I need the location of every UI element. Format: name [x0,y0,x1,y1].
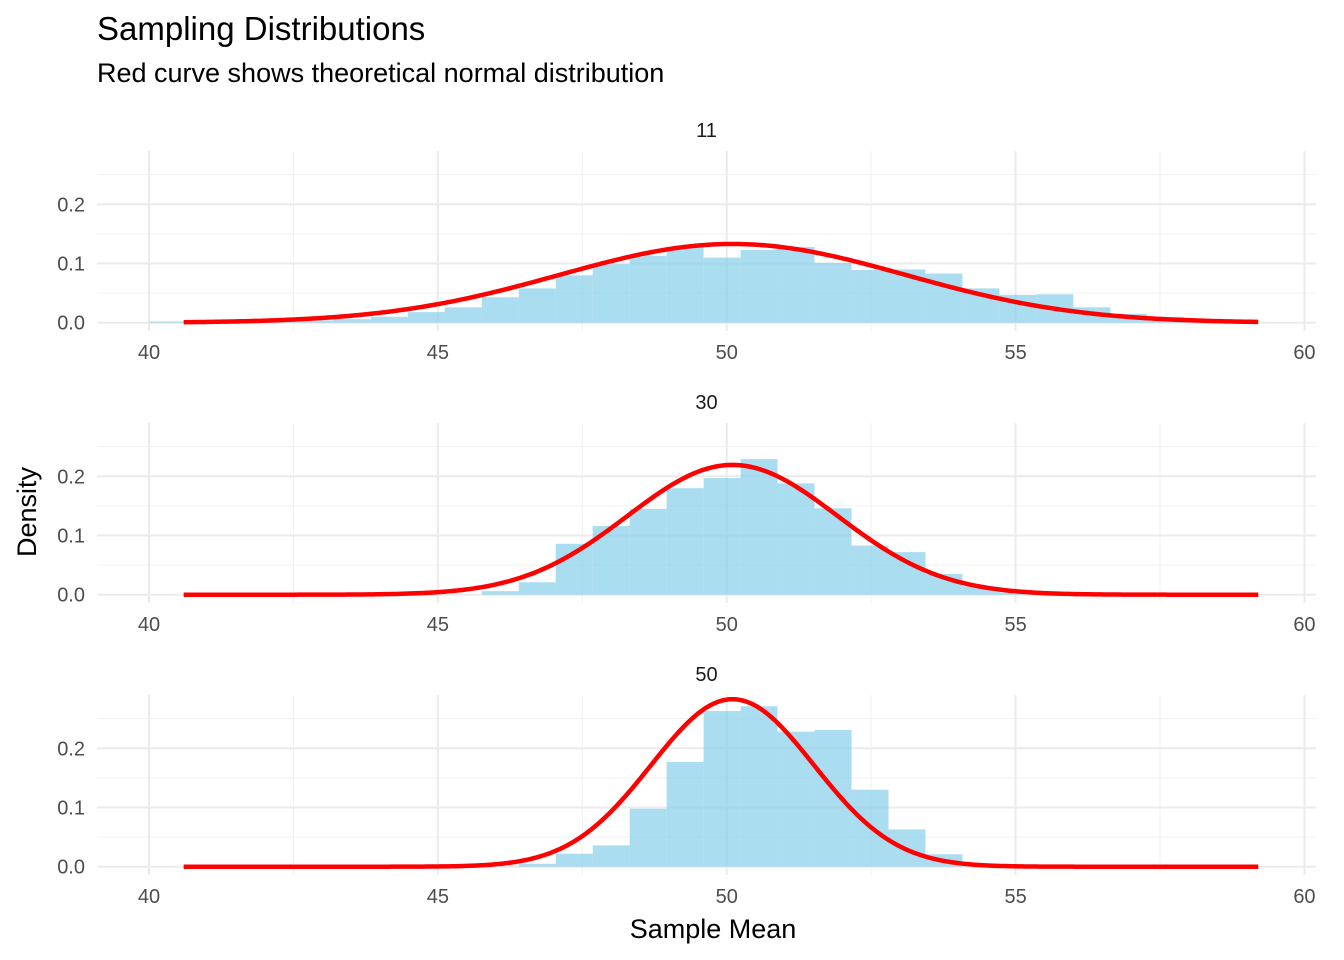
panel-30: 30 0.0 0.1 0.2 40 45 50 55 60 [57,392,1316,636]
x-tick-label: 45 [427,614,449,636]
normal-curve [183,696,1259,869]
y-tick-label: 0.1 [57,798,85,820]
x-tick-label: 55 [1004,886,1026,908]
x-tick-label: 50 [716,342,738,364]
y-tick-label: 0.2 [57,466,85,488]
y-tick-label: 0.2 [57,194,85,216]
histogram-bar [777,731,815,867]
histogram-bar [555,853,593,867]
histogram-bar [888,552,926,595]
x-tick-label: 50 [716,886,738,908]
histogram-bar [814,262,852,323]
histogram-bar [555,275,593,323]
histogram-bar [851,545,889,595]
histogram-bar [481,297,519,323]
histogram-bar [629,808,667,867]
y-tick-label: 0.1 [57,526,85,548]
facet-strip-label: 50 [695,664,717,686]
normal-curve [183,241,1259,325]
x-tick-label: 60 [1293,342,1315,364]
y-tick-label: 0.2 [57,738,85,760]
panels-layer: 11 0.0 0.1 0.2 40 45 50 55 60 30 0.0 0.1 0.2 40 45 50 55… [57,120,1316,908]
histogram-bar [703,478,741,595]
chart-title: Sampling Distributions [97,10,426,47]
x-tick-label: 60 [1293,614,1315,636]
x-tick-label: 45 [427,342,449,364]
histogram-bar [629,255,667,323]
chart-subtitle: Red curve shows theoretical normal distr… [97,58,665,88]
histogram-bar [740,249,778,323]
x-tick-label: 45 [427,886,449,908]
histogram-bar [666,488,704,595]
y-tick-label: 0.0 [57,857,85,879]
histogram-bar [666,246,704,323]
y-tick-label: 0.0 [57,313,85,335]
histogram-bar [518,582,556,595]
histogram-bar [444,307,482,323]
x-tick-label: 55 [1004,614,1026,636]
histogram-bar [407,312,445,323]
facet-strip-label: 30 [695,392,717,414]
histogram-bar [962,586,1000,595]
histogram-bar [703,257,741,323]
y-axis-title: Density [12,466,42,557]
histogram-bar [703,710,741,867]
x-tick-label: 40 [138,342,160,364]
histogram-bar [518,288,556,323]
histogram-bar [370,316,408,323]
y-tick-label: 0.0 [57,585,85,607]
histogram-bar [740,706,778,867]
histogram-bar [629,508,667,595]
histogram-bar [518,863,556,867]
normal-curve [183,462,1259,597]
x-tick-label: 50 [716,614,738,636]
histogram-bar [740,459,778,595]
x-axis-title: Sample Mean [630,914,797,944]
histogram-bar [148,321,186,323]
histogram-bar [592,845,630,867]
y-tick-label: 0.1 [57,254,85,276]
histogram-bar [666,761,704,867]
histogram-bar [814,729,852,867]
x-tick-label: 40 [138,886,160,908]
histogram-bar [481,591,519,595]
x-tick-label: 40 [138,614,160,636]
panel-11: 11 0.0 0.1 0.2 40 45 50 55 60 [57,120,1316,364]
histogram-bar [592,264,630,323]
histogram-bar [777,483,815,595]
histogram-bar [777,246,815,323]
histogram-bar [851,270,889,323]
x-tick-label: 60 [1293,886,1315,908]
x-tick-label: 55 [1004,342,1026,364]
histogram-bar [296,320,334,323]
panel-50: 50 0.0 0.1 0.2 40 45 50 55 60 [57,664,1316,908]
facet-strip-label: 11 [696,120,717,142]
histogram-bar [333,319,371,323]
